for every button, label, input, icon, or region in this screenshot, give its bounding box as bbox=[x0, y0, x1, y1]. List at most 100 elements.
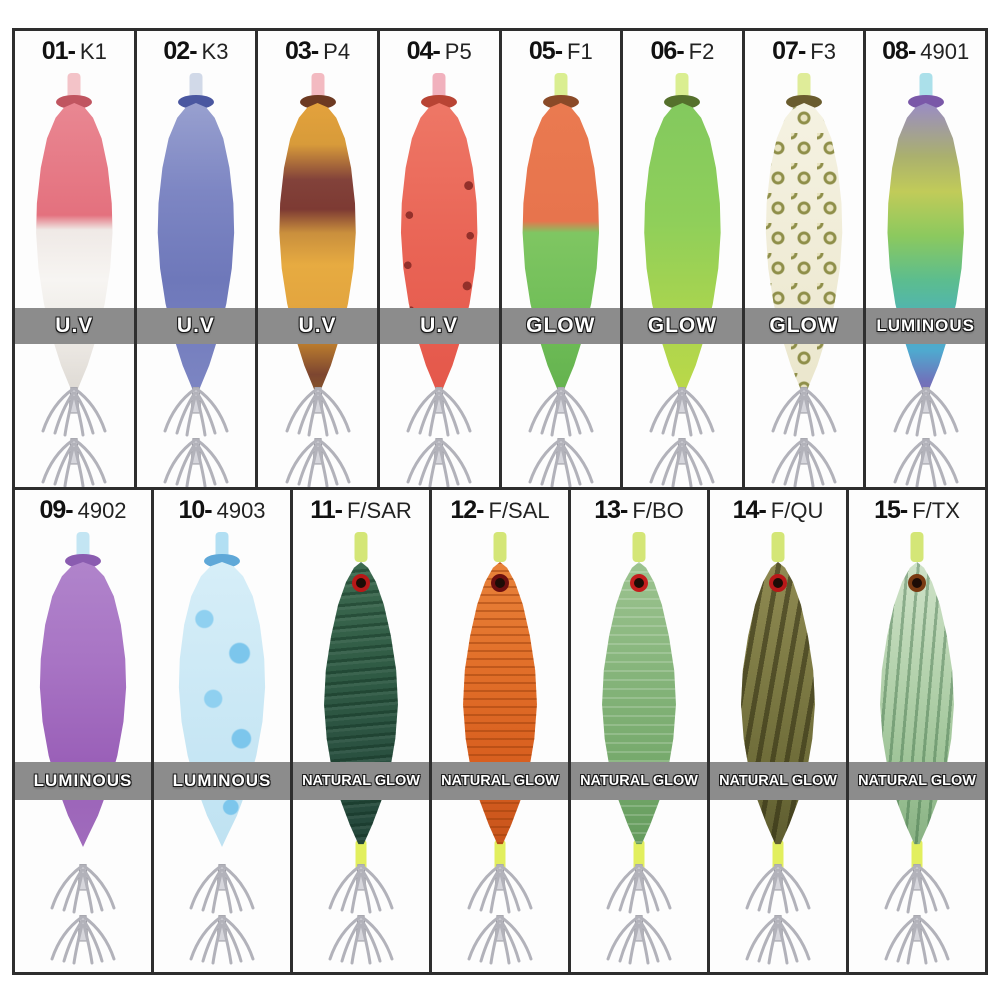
lure-label: 09- 4902 bbox=[15, 496, 151, 525]
lure-collar bbox=[542, 95, 579, 109]
feature-banner: NATURAL GLOW bbox=[710, 762, 846, 800]
lure-catalog-grid: 01- K1 U.V bbox=[12, 28, 988, 975]
lure-label: 13- F/BO bbox=[571, 496, 707, 525]
lure-body bbox=[39, 562, 127, 847]
hooks-icon bbox=[163, 438, 229, 487]
lure-label: 10- 4903 bbox=[154, 496, 290, 525]
hooks-icon bbox=[328, 864, 394, 914]
lure-stem bbox=[354, 532, 368, 562]
lure-collar bbox=[65, 554, 101, 568]
lure-collar bbox=[421, 95, 458, 109]
hooks-icon bbox=[406, 387, 472, 437]
hooks-icon bbox=[884, 915, 950, 965]
lure-label: 05- F1 bbox=[502, 37, 621, 66]
hooks-icon bbox=[285, 387, 351, 437]
hooks-icon bbox=[771, 438, 837, 487]
lure-number: 13- bbox=[594, 496, 628, 524]
hooks-icon bbox=[41, 438, 107, 487]
lure-tail bbox=[633, 840, 645, 870]
lure-number: 05- bbox=[528, 37, 563, 65]
lure-code: K3 bbox=[201, 39, 229, 64]
lure-body bbox=[522, 103, 600, 398]
lure-number: 10- bbox=[178, 496, 212, 524]
lure-collar bbox=[786, 95, 823, 109]
lure-body bbox=[157, 103, 235, 398]
lure-code: F3 bbox=[810, 39, 836, 64]
feature-banner: LUMINOUS bbox=[866, 308, 985, 344]
hooks-icon bbox=[606, 864, 672, 914]
lure-label: 04- P5 bbox=[380, 37, 499, 66]
hooks-icon bbox=[745, 864, 811, 914]
hooks-icon bbox=[528, 387, 594, 437]
lure-eye bbox=[908, 574, 926, 592]
lure-code: K1 bbox=[79, 39, 107, 64]
lure-number: 07- bbox=[772, 37, 806, 65]
lure-label: 01- K1 bbox=[15, 37, 134, 66]
hooks-icon bbox=[163, 387, 229, 437]
lure-code: F1 bbox=[567, 39, 593, 64]
lure-cell: 14- F/QU NATURAL GLOW bbox=[707, 487, 849, 975]
lure-number: 12- bbox=[450, 496, 484, 524]
lure-stem bbox=[632, 532, 646, 562]
lure-code: P5 bbox=[444, 39, 472, 64]
hooks-icon bbox=[50, 915, 116, 965]
lure-body bbox=[765, 103, 843, 398]
hooks-icon bbox=[189, 915, 255, 965]
lure-label: 02- K3 bbox=[137, 37, 256, 66]
lure-code: F/SAR bbox=[346, 498, 412, 523]
lure-body bbox=[602, 562, 676, 845]
hooks-icon bbox=[189, 864, 255, 914]
lure-number: 11- bbox=[310, 496, 343, 524]
lure-body bbox=[741, 562, 815, 845]
lure-number: 06- bbox=[650, 37, 685, 65]
feature-banner: LUMINOUS bbox=[154, 762, 290, 800]
lure-tail bbox=[911, 840, 923, 870]
lure-cell: 07- F3 GLOW bbox=[741, 28, 867, 490]
lure-stem bbox=[493, 532, 507, 562]
lure-number: 09- bbox=[39, 496, 73, 524]
lure-collar bbox=[56, 95, 93, 109]
feature-banner: NATURAL GLOW bbox=[849, 762, 985, 800]
lure-body bbox=[36, 103, 113, 398]
hooks-icon bbox=[893, 387, 959, 437]
lure-collar bbox=[664, 95, 701, 109]
lure-eye bbox=[491, 574, 509, 592]
lure-label: 14- F/QU bbox=[710, 496, 846, 525]
lure-label: 12- F/SAL bbox=[432, 496, 568, 525]
feature-banner: U.V bbox=[379, 308, 499, 344]
lure-eye bbox=[352, 574, 370, 592]
lure-stem bbox=[771, 532, 785, 562]
hooks-icon bbox=[528, 438, 594, 487]
bottom-row: 09- 4902 LUMINOUS bbox=[12, 487, 988, 975]
lure-code: F/SAL bbox=[488, 498, 550, 523]
feature-banner: NATURAL GLOW bbox=[571, 762, 707, 800]
feature-banner: U.V bbox=[258, 308, 377, 344]
feature-banner: GLOW bbox=[501, 308, 621, 344]
feature-banner: GLOW bbox=[623, 308, 742, 344]
lure-label: 03- P4 bbox=[258, 37, 377, 66]
lure-cell: 12- F/SAL NATURAL GLOW bbox=[429, 487, 571, 975]
hooks-icon bbox=[893, 438, 959, 487]
lure-body bbox=[887, 103, 964, 398]
lure-cell: 08- 4901 LUMINOUS bbox=[863, 28, 988, 490]
feature-banner: NATURAL GLOW bbox=[432, 762, 568, 800]
lure-collar bbox=[907, 95, 944, 109]
lure-collar bbox=[204, 554, 240, 568]
lure-code: F/QU bbox=[770, 498, 824, 523]
lure-cell: 05- F1 GLOW bbox=[498, 28, 624, 490]
lure-number: 08- bbox=[882, 37, 916, 65]
lure-number: 04- bbox=[406, 37, 441, 65]
lure-body bbox=[178, 562, 266, 847]
lure-cell: 06- F2 GLOW bbox=[620, 28, 745, 490]
top-row: 01- K1 U.V bbox=[12, 28, 988, 490]
lure-number: 02- bbox=[163, 37, 197, 65]
lure-stem bbox=[910, 532, 924, 562]
lure-number: 14- bbox=[732, 496, 767, 524]
lure-body bbox=[463, 562, 537, 845]
feature-banner: U.V bbox=[15, 308, 134, 344]
lure-label: 06- F2 bbox=[623, 37, 742, 66]
hooks-icon bbox=[285, 438, 351, 487]
lure-number: 15- bbox=[874, 496, 908, 524]
lure-tail bbox=[355, 840, 367, 870]
lure-collar bbox=[177, 95, 214, 109]
